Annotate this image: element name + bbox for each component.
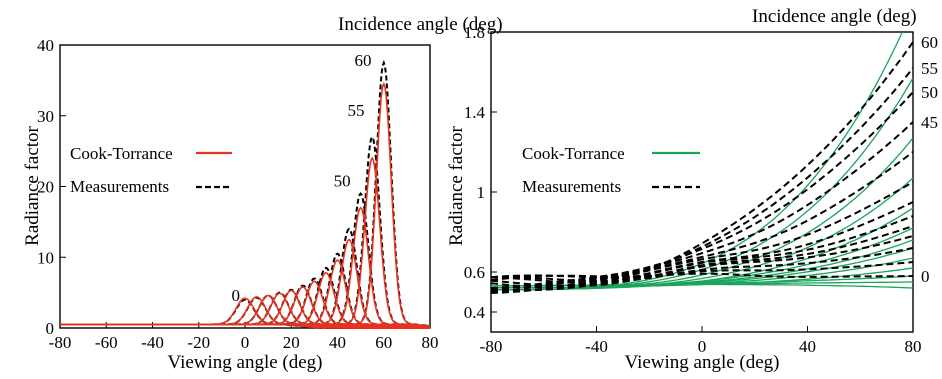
x-tick-label: -60 [95, 333, 118, 352]
chart-right: Incidence angle (deg) -80 -40 0 40 80 0.4 0.6 1… [446, 6, 938, 373]
x-tick-label: -40 [585, 337, 608, 356]
incidence-angle-label: 60 [354, 51, 371, 70]
legend-left-cook-torrance: Cook-Torrance [70, 144, 173, 163]
chart-right-xlabel: Viewing angle (deg) [624, 352, 779, 373]
x-tick-label: 80 [905, 337, 922, 356]
y-tick-label: 20 [37, 178, 54, 197]
series-measurements-line-40 [60, 252, 430, 329]
x-tick-label: 40 [329, 333, 346, 352]
series-measurements-line-60 [491, 41, 913, 289]
series-measurements-line-55 [491, 67, 913, 290]
chart-right-title: Incidence angle (deg) [752, 6, 917, 27]
incidence-angle-label: 50 [921, 83, 938, 102]
y-tick-label: 0.6 [464, 263, 485, 282]
x-tick-label: 20 [283, 333, 300, 352]
y-tick-label: 1.8 [464, 23, 485, 42]
y-tick-label: 40 [37, 36, 54, 55]
incidence-angle-label: 55 [348, 101, 365, 120]
y-tick-label: 1.4 [464, 103, 486, 122]
y-tick-label: 1 [477, 183, 486, 202]
x-tick-label: -40 [141, 333, 164, 352]
chart-left-annotations: 0 50 55 60 [232, 51, 372, 305]
chart-right-ylabel: Radiance factor [446, 125, 467, 245]
chart-left-ylabel: Radiance factor [22, 125, 43, 245]
chart-left-legend: Cook-Torrance Measurements [70, 144, 232, 196]
chart-left-xlabel: Viewing angle (deg) [167, 352, 322, 373]
x-tick-label: 40 [799, 337, 816, 356]
incidence-angle-label: 45 [921, 113, 938, 132]
incidence-angle-label: 0 [232, 286, 241, 305]
chart-right-legend: Cook-Torrance Measurements [522, 144, 700, 196]
series-measurements-line-10 [491, 247, 913, 283]
series-measurements-line-30 [491, 201, 913, 292]
series-measurements-line-25 [491, 215, 913, 289]
y-tick-label: 30 [37, 107, 54, 126]
legend-left-measurements: Measurements [70, 177, 169, 196]
chart-right-ticks: -80 -40 0 40 80 0.4 0.6 1 1.4 1.8 [464, 23, 922, 356]
series-measurements-line-50 [491, 91, 913, 291]
chart-left-ticks: -80 -60 -40 -20 0 20 40 60 80 0 10 20 30 40 [37, 36, 439, 352]
series-cook-torrance-line-60 [60, 81, 431, 327]
x-tick-label: 80 [422, 333, 439, 352]
x-tick-label: -80 [49, 333, 72, 352]
chart-left-series [60, 59, 431, 329]
incidence-angle-label: 0 [921, 267, 930, 286]
legend-right-cook-torrance: Cook-Torrance [522, 144, 625, 163]
chart-left: Incidence angle (deg) -80 -60 -40 -20 0 20 40 6… [22, 14, 503, 373]
series-cook-torrance-line-25 [60, 286, 430, 329]
x-tick-label: 0 [241, 333, 250, 352]
x-tick-label: -80 [480, 337, 503, 356]
x-tick-label: -20 [187, 333, 210, 352]
incidence-angle-label: 50 [334, 172, 351, 191]
x-tick-label: 0 [698, 337, 707, 356]
incidence-angle-label: 60 [921, 33, 938, 52]
series-measurements-line-25 [60, 284, 430, 329]
chart-right-annotations: 60 55 50 45 0 [921, 33, 938, 286]
y-tick-label: 10 [37, 248, 54, 267]
chart-left-title: Incidence angle (deg) [338, 14, 503, 35]
series-measurements-line-5 [491, 261, 913, 279]
incidence-angle-label: 55 [921, 59, 938, 78]
x-tick-label: 60 [375, 333, 392, 352]
legend-right-measurements: Measurements [522, 177, 621, 196]
chart-right-series [491, 32, 913, 294]
y-tick-label: 0.4 [464, 303, 486, 322]
y-tick-label: 0 [46, 319, 55, 338]
